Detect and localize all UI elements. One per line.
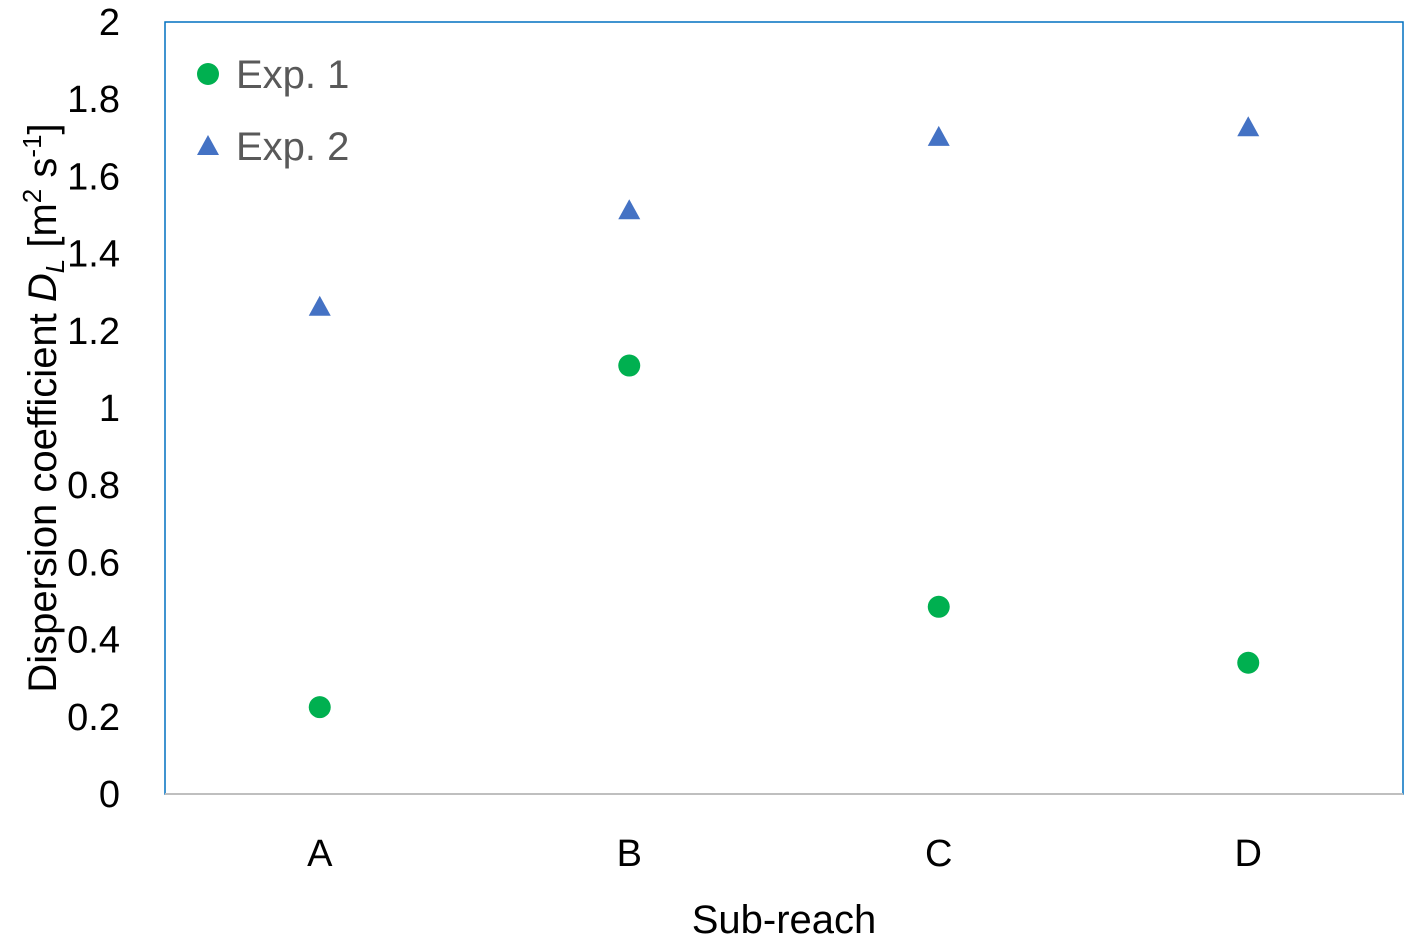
y-tick-label: 1.4 [67,234,120,276]
legend-label-exp-2: Exp. 2 [236,125,349,169]
svg-text:Dispersion coefficient DL [m2: Dispersion coefficient DL [m2 s-1] [17,123,70,692]
y-tick-label: 0.2 [67,697,120,739]
y-axis-title: Dispersion coefficient DL [m2 s-1] [17,123,70,692]
data-point-exp-2 [308,295,331,316]
y-tick-label: 1 [99,388,120,430]
legend-marker-exp-2 [197,135,219,155]
x-tick-label: B [617,833,642,875]
x-tick-label: D [1235,833,1262,875]
y-tick-label: 1.2 [67,311,120,353]
y-axis-title-subscript: L [40,259,70,273]
x-tick-label: C [925,833,952,875]
data-point-exp-1 [927,595,950,618]
y-tick-label: 0.4 [67,620,120,662]
y-tick-label: 1.6 [67,156,120,198]
legend: Exp. 1 Exp. 2 [197,53,349,169]
y-tick-label: 0 [99,774,120,816]
y-tick-label: 0.8 [67,465,120,507]
y-axis-title-prefix: Dispersion coefficient [21,302,65,693]
y-axis-title-superscript-2: -1 [17,134,47,157]
plot-area-border [164,21,1404,795]
y-axis-ticks: 0 0.2 0.4 0.6 0.8 1 1.2 1.4 1.6 1.8 2 [67,2,120,816]
legend-marker-exp-1 [197,63,219,85]
y-tick-label: 2 [99,2,120,44]
x-axis-title: Sub-reach [692,898,877,942]
x-axis-ticks: A B C D [307,833,1262,875]
data-points [308,116,1260,719]
y-axis-title-superscript-1: 2 [17,189,47,203]
y-axis-title-unit-close: ] [21,123,65,134]
data-point-exp-1 [1237,651,1260,674]
y-axis-title-unit-mid: s [21,158,65,189]
y-tick-label: 0.6 [67,542,120,584]
y-tick-label: 1.8 [67,79,120,121]
data-point-exp-2 [927,125,950,146]
data-point-exp-1 [618,354,641,377]
data-point-exp-2 [1237,116,1260,137]
y-axis-title-unit-open: [m [21,203,65,259]
legend-label-exp-1: Exp. 1 [236,53,349,97]
y-axis-title-symbol: D [21,273,65,302]
data-point-exp-1 [308,696,331,719]
data-point-exp-2 [618,199,641,220]
x-tick-label: A [307,833,333,875]
